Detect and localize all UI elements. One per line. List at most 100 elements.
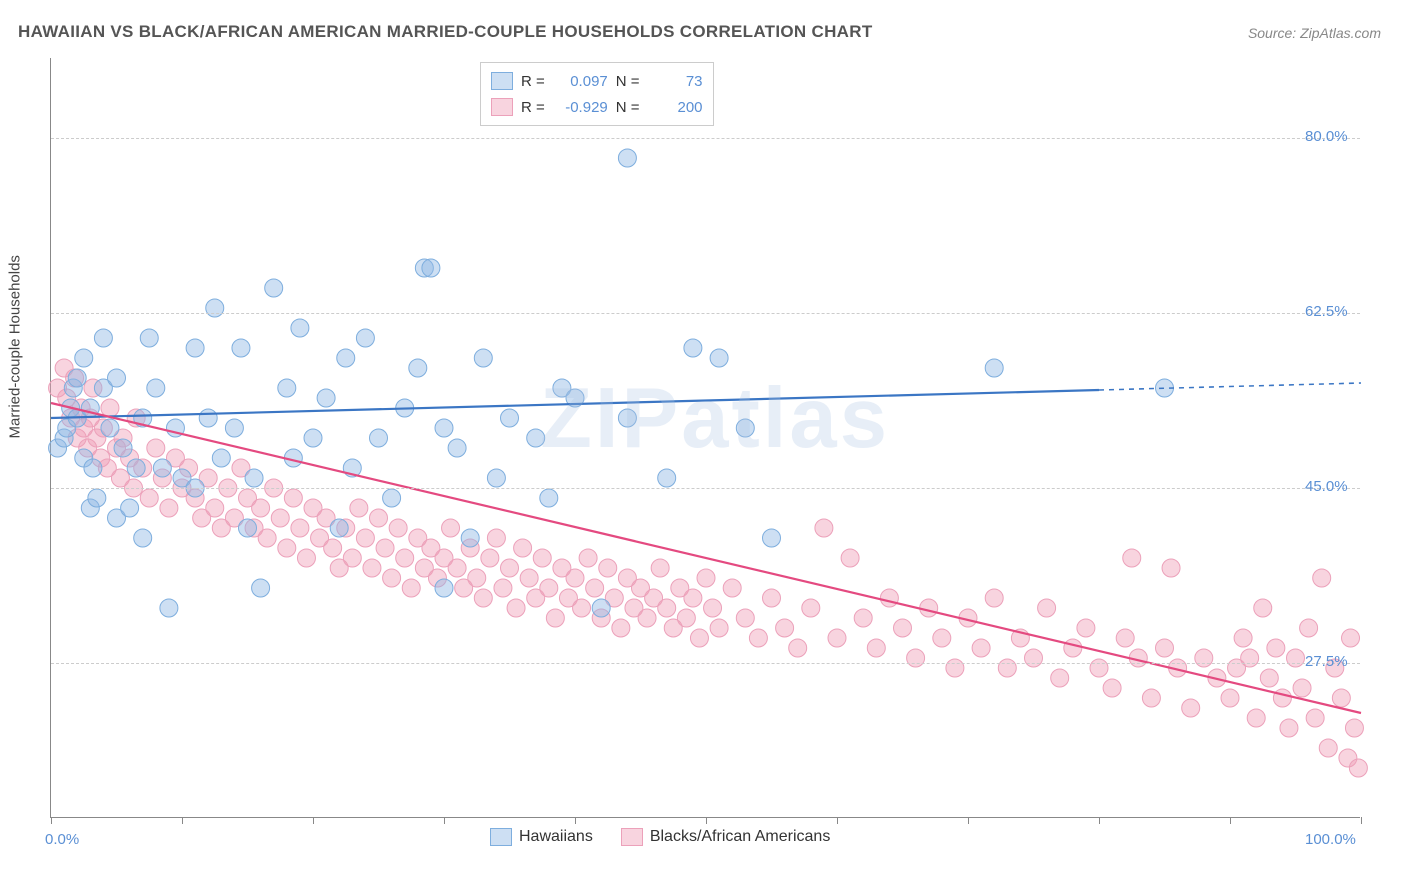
stats-legend: R = 0.097 N = 73 R = -0.929 N = 200 — [480, 62, 714, 126]
data-point — [749, 629, 767, 647]
data-point — [383, 569, 401, 587]
swatch-series2b-icon — [621, 828, 643, 846]
data-point — [1260, 669, 1278, 687]
data-point — [763, 529, 781, 547]
stats-row-1: R = 0.097 N = 73 — [491, 68, 703, 94]
trend-line — [51, 403, 1361, 713]
data-point — [985, 589, 1003, 607]
data-point — [514, 539, 532, 557]
data-point — [297, 549, 315, 567]
data-point — [1116, 629, 1134, 647]
data-point — [448, 559, 466, 577]
data-point — [946, 659, 964, 677]
data-point — [684, 589, 702, 607]
chart-svg — [51, 58, 1360, 817]
data-point — [985, 359, 1003, 377]
data-point — [599, 559, 617, 577]
data-point — [533, 549, 551, 567]
data-point — [291, 319, 309, 337]
data-point — [487, 469, 505, 487]
data-point — [448, 439, 466, 457]
data-point — [422, 259, 440, 277]
data-point — [579, 549, 597, 567]
data-point — [658, 469, 676, 487]
y-tick-label: 27.5% — [1305, 653, 1348, 670]
data-point — [265, 279, 283, 297]
x-tick — [706, 817, 707, 824]
y-axis-label: Married-couple Households — [7, 255, 24, 438]
trend-line-extrapolated — [1099, 383, 1361, 390]
gridline — [51, 663, 1360, 664]
data-point — [1300, 619, 1318, 637]
data-point — [658, 599, 676, 617]
swatch-series2-icon — [491, 98, 513, 116]
data-point — [1313, 569, 1331, 587]
legend-label-1: Hawaiians — [519, 828, 593, 846]
data-point — [474, 589, 492, 607]
data-point — [1064, 639, 1082, 657]
data-point — [546, 609, 564, 627]
data-point — [108, 369, 126, 387]
data-point — [350, 499, 368, 517]
data-point — [370, 509, 388, 527]
data-point — [494, 579, 512, 597]
legend-item-2: Blacks/African Americans — [621, 828, 831, 846]
data-point — [540, 579, 558, 597]
data-point — [212, 449, 230, 467]
data-point — [402, 579, 420, 597]
data-point — [867, 639, 885, 657]
r-value-1: 0.097 — [553, 73, 608, 90]
data-point — [1254, 599, 1272, 617]
data-point — [278, 539, 296, 557]
y-tick-label: 80.0% — [1305, 128, 1348, 145]
data-point — [1345, 719, 1363, 737]
data-point — [566, 569, 584, 587]
y-tick-label: 62.5% — [1305, 303, 1348, 320]
data-point — [370, 429, 388, 447]
data-point — [710, 349, 728, 367]
data-point — [337, 349, 355, 367]
data-point — [736, 419, 754, 437]
legend-item-1: Hawaiians — [490, 828, 593, 846]
x-tick — [51, 817, 52, 824]
x-tick — [1361, 817, 1362, 824]
data-point — [356, 329, 374, 347]
data-point — [723, 579, 741, 597]
source-attribution: Source: ZipAtlas.com — [1248, 25, 1381, 41]
data-point — [258, 529, 276, 547]
data-point — [1077, 619, 1095, 637]
data-point — [127, 459, 145, 477]
n-value-1: 73 — [648, 73, 703, 90]
x-tick — [182, 817, 183, 824]
data-point — [343, 549, 361, 567]
data-point — [140, 489, 158, 507]
data-point — [1267, 639, 1285, 657]
data-point — [592, 599, 610, 617]
x-tick-label: 100.0% — [1305, 831, 1356, 848]
data-point — [435, 579, 453, 597]
data-point — [1293, 679, 1311, 697]
data-point — [1273, 689, 1291, 707]
data-point — [278, 379, 296, 397]
data-point — [1349, 759, 1367, 777]
data-point — [841, 549, 859, 567]
data-point — [710, 619, 728, 637]
data-point — [972, 639, 990, 657]
data-point — [1162, 559, 1180, 577]
data-point — [1221, 689, 1239, 707]
data-point — [586, 579, 604, 597]
data-point — [1038, 599, 1056, 617]
data-point — [1090, 659, 1108, 677]
data-point — [304, 429, 322, 447]
data-point — [933, 629, 951, 647]
data-point — [1182, 699, 1200, 717]
swatch-series1-icon — [491, 72, 513, 90]
data-point — [507, 599, 525, 617]
data-point — [134, 529, 152, 547]
data-point — [789, 639, 807, 657]
data-point — [684, 339, 702, 357]
r-label-1: R = — [521, 73, 545, 90]
plot-area — [50, 58, 1360, 818]
y-tick-label: 45.0% — [1305, 478, 1348, 495]
data-point — [1342, 629, 1360, 647]
